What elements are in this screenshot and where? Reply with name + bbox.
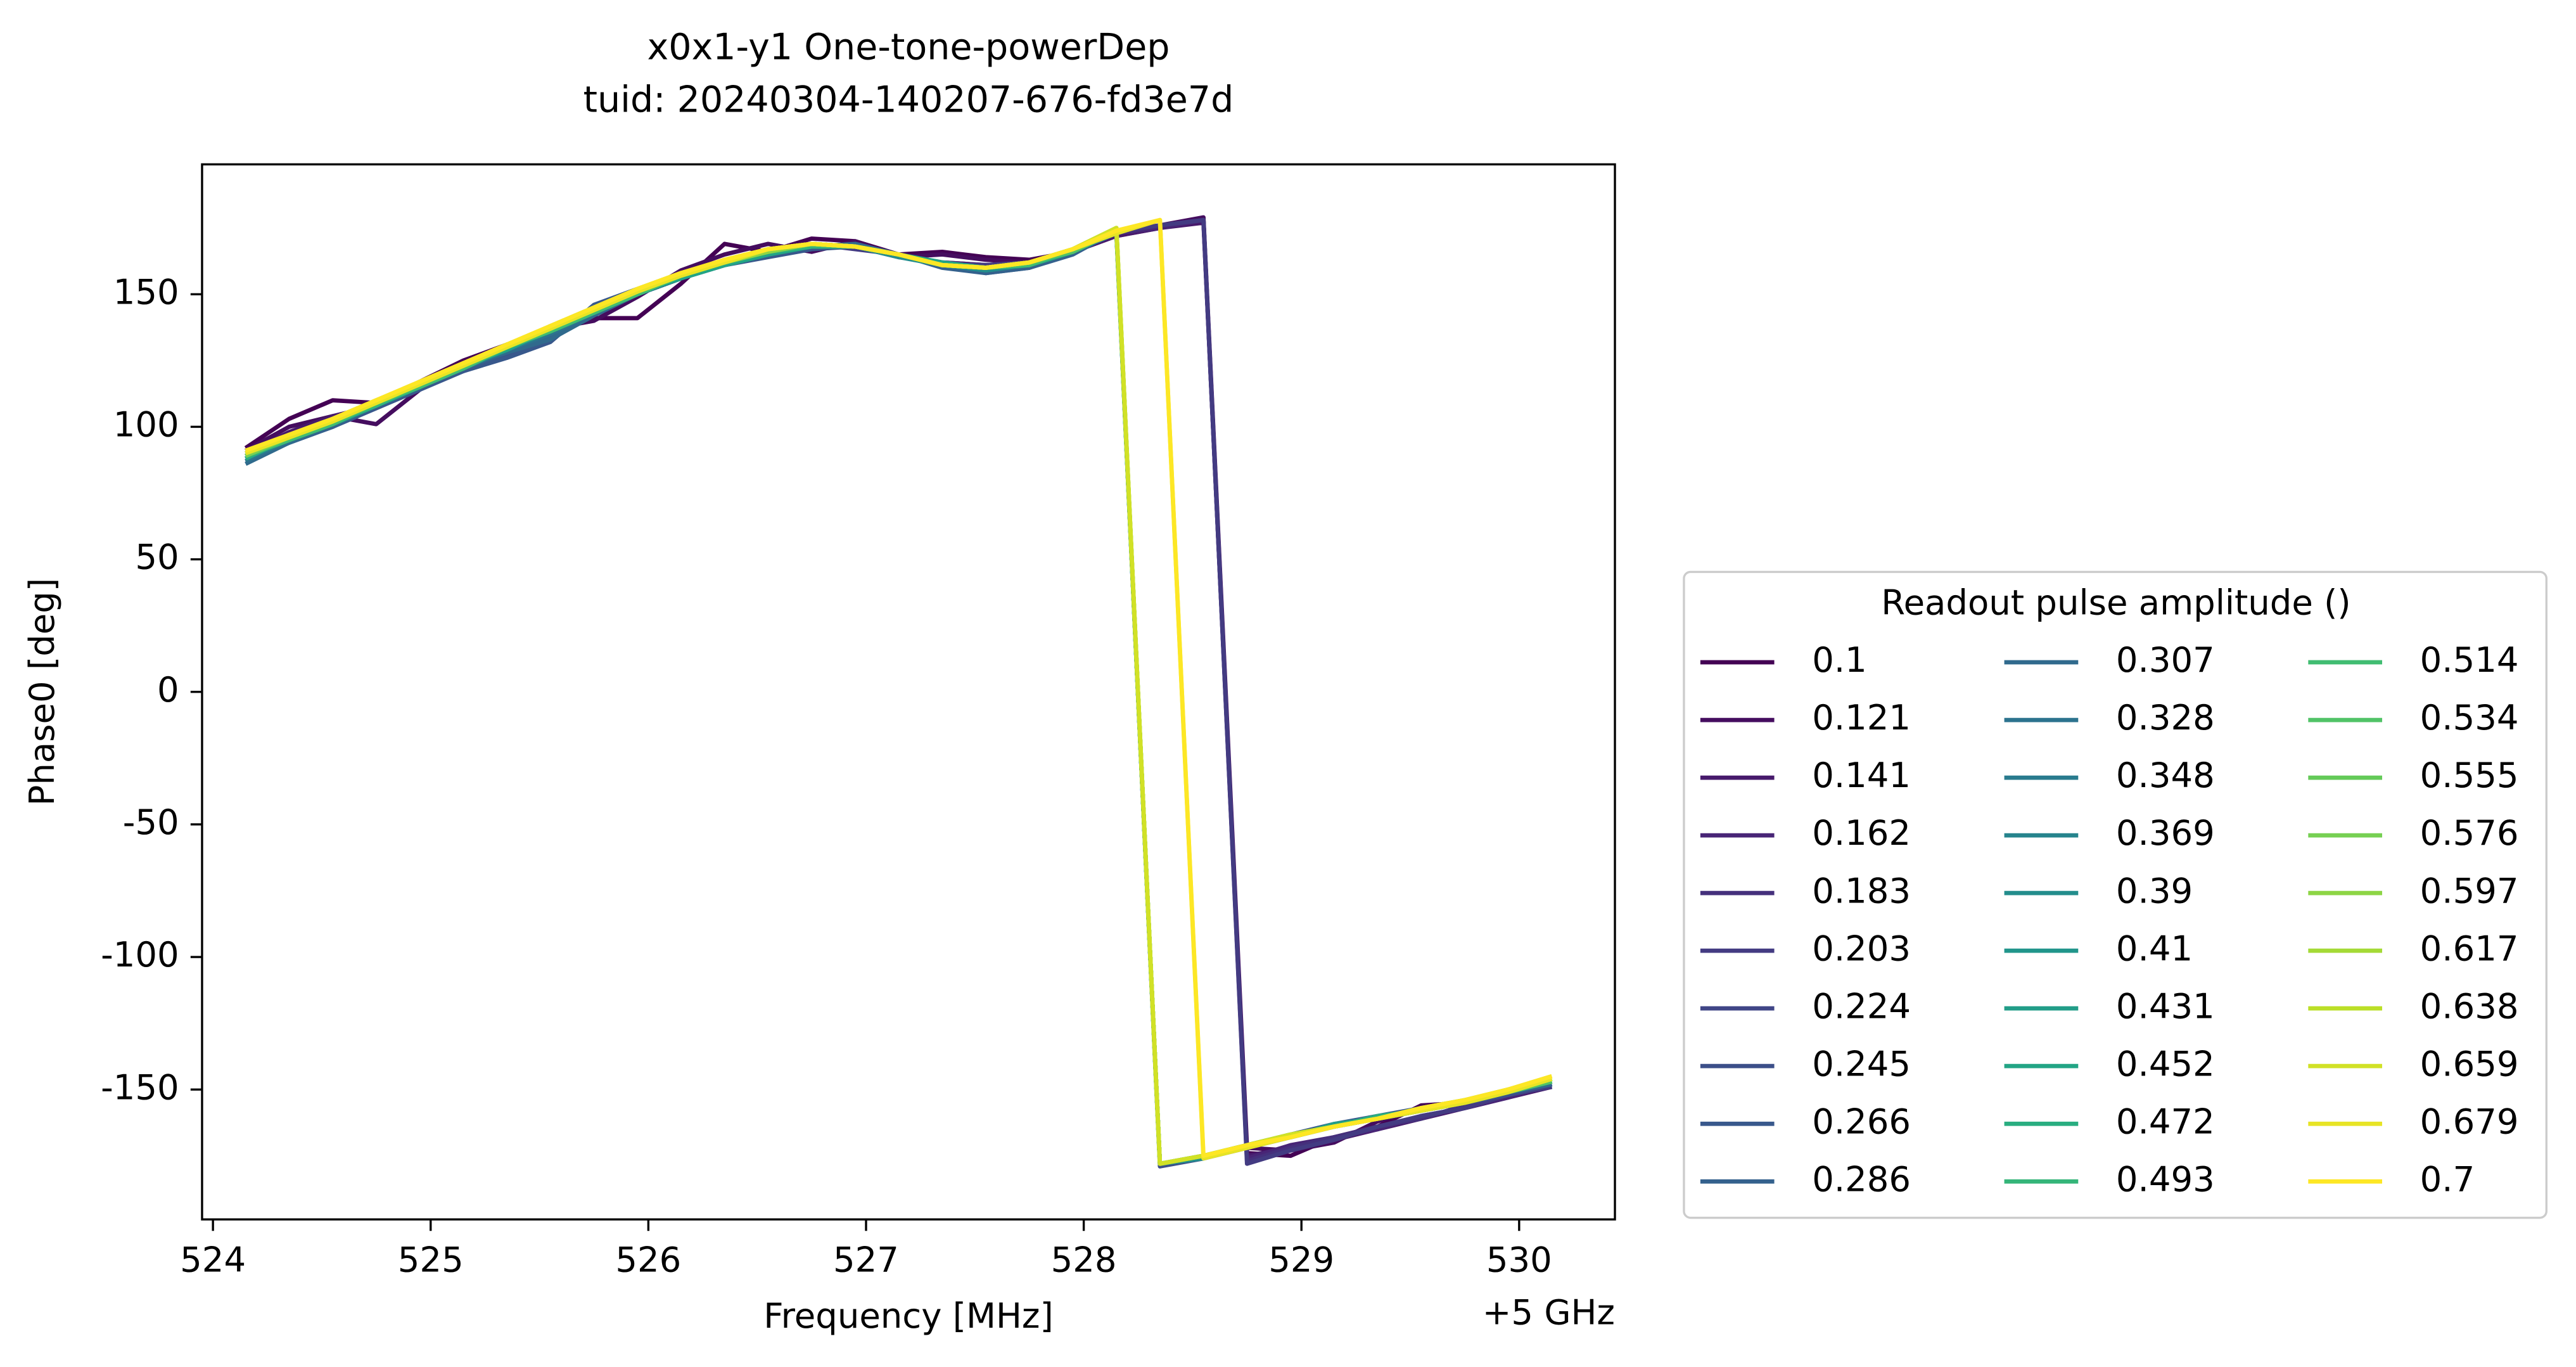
y-tick-label: -150: [101, 1067, 179, 1107]
legend-label: 0.472: [2116, 1101, 2215, 1141]
y-tick-label: 150: [113, 271, 179, 312]
y-tick-label: -100: [101, 934, 179, 975]
legend-box: [1683, 570, 2548, 1219]
series-line: [245, 220, 1553, 1158]
legend-label: 0.576: [2420, 812, 2519, 853]
legend-label: 0.493: [2116, 1158, 2215, 1199]
series-line: [245, 215, 1552, 1153]
legend-label: 0.203: [1812, 928, 1911, 968]
legend-label: 0.534: [2420, 697, 2519, 738]
legend-label: 0.183: [1812, 870, 1911, 911]
series-line: [245, 226, 1553, 1166]
series-line: [245, 217, 1553, 1164]
legend-label: 0.266: [1812, 1101, 1911, 1141]
y-tick-label: 0: [157, 669, 179, 710]
legend-label: 0.39: [2116, 870, 2193, 911]
chart-subtitle: tuid: 20240304-140207-676-fd3e7d: [583, 79, 1234, 120]
x-tick-label: 528: [1051, 1240, 1117, 1280]
legend-label: 0.555: [2420, 755, 2519, 795]
legend-label: 0.638: [2420, 985, 2519, 1026]
x-tick-label: 524: [180, 1240, 246, 1280]
legend-label: 0.307: [2116, 639, 2215, 680]
legend-label: 0.369: [2116, 812, 2215, 853]
x-tick-label: 529: [1268, 1240, 1334, 1280]
x-tick-label: 525: [398, 1240, 464, 1280]
legend-label: 0.41: [2116, 928, 2193, 968]
plot-frame: [201, 163, 1616, 1221]
legend-label: 0.597: [2420, 870, 2519, 911]
series-line: [245, 217, 1552, 1166]
series-line: [245, 217, 1553, 1161]
series-line: [245, 226, 1553, 1166]
legend-label: 0.348: [2116, 755, 2215, 795]
x-offset-label: +5 GHz: [1482, 1292, 1615, 1333]
legend-label: 0.659: [2420, 1043, 2519, 1084]
legend-label: 0.286: [1812, 1158, 1911, 1199]
series-line: [245, 226, 1553, 1166]
x-tick-label: 527: [833, 1240, 899, 1280]
legend-label: 0.328: [2116, 697, 2215, 738]
legend-label: 0.452: [2116, 1043, 2215, 1084]
legend-label: 0.245: [1812, 1043, 1911, 1084]
series-line: [244, 217, 1552, 1158]
legend-label: 0.141: [1812, 755, 1911, 795]
y-tick-label: 100: [113, 404, 179, 445]
legend-label: 0.162: [1812, 812, 1911, 853]
series-line: [245, 217, 1553, 1161]
legend-title: Readout pulse amplitude (): [1881, 582, 2350, 622]
legend-label: 0.121: [1812, 697, 1911, 738]
legend-label: 0.7: [2420, 1158, 2475, 1199]
series-line: [245, 217, 1553, 1158]
legend-label: 0.514: [2420, 639, 2519, 680]
legend-label: 0.617: [2420, 928, 2519, 968]
x-tick-label: 530: [1486, 1240, 1552, 1280]
y-tick-label: 50: [135, 537, 179, 577]
chart-title: x0x1-y1 One-tone-powerDep: [647, 26, 1170, 68]
x-axis-label: Frequency [MHz]: [763, 1295, 1053, 1336]
series-line: [245, 226, 1553, 1166]
y-axis-label: Phase0 [deg]: [22, 578, 62, 806]
legend-label: 0.224: [1812, 985, 1911, 1026]
x-tick-label: 526: [615, 1240, 681, 1280]
legend-label: 0.679: [2420, 1101, 2519, 1141]
y-tick-label: -50: [123, 802, 179, 842]
legend-label: 0.1: [1812, 639, 1867, 680]
legend-label: 0.431: [2116, 985, 2215, 1026]
